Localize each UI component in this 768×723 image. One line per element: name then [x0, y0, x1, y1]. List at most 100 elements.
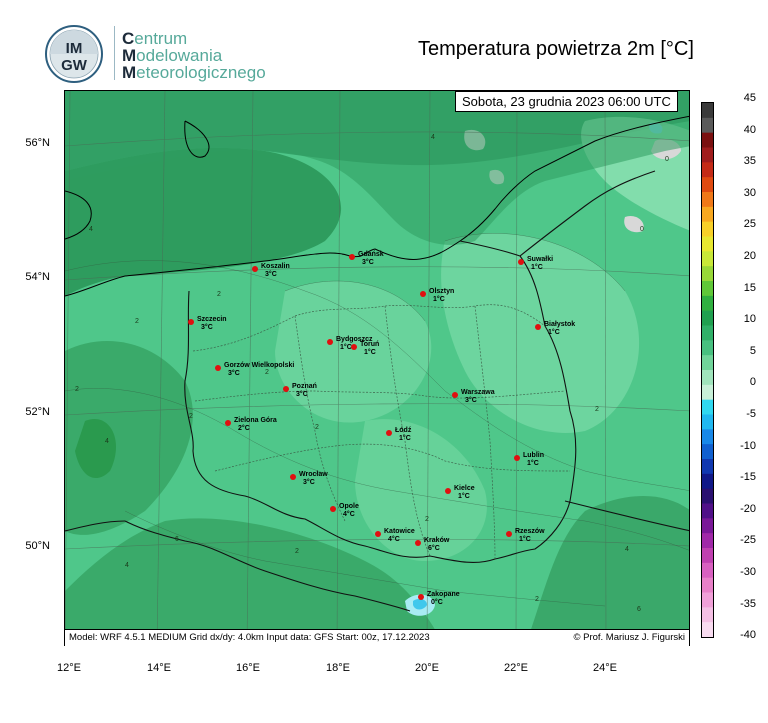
- svg-text:IM: IM: [66, 40, 83, 57]
- city-dot: [349, 254, 355, 260]
- colorbar-swatch: [702, 355, 713, 371]
- temperature-colorbar: [701, 102, 714, 638]
- city-name: Kielce: [454, 485, 475, 492]
- svg-text:4: 4: [125, 562, 129, 569]
- colorbar-swatch: [702, 399, 713, 415]
- city-name: Opole: [339, 503, 359, 510]
- colorbar-swatch: [702, 503, 713, 519]
- city-temp: 3°C: [296, 390, 308, 398]
- lat-label: 54°N: [25, 271, 50, 283]
- svg-text:0: 0: [640, 226, 644, 233]
- colorbar-swatch: [702, 162, 713, 178]
- city-dot: [518, 259, 524, 265]
- svg-text:2: 2: [315, 424, 319, 431]
- colorbar-tick: -30: [740, 566, 756, 578]
- lon-label: 14°E: [147, 662, 171, 674]
- city-name: Wrocław: [299, 471, 328, 478]
- country-borders: [65, 170, 689, 612]
- city-dot: [225, 420, 231, 426]
- colorbar-tick: -15: [740, 471, 756, 484]
- city-name: Białystok: [544, 321, 575, 328]
- city-name: Olsztyn: [429, 288, 454, 295]
- city-dot: [215, 365, 221, 371]
- lon-label: 12°E: [57, 662, 81, 674]
- city-name: Zakopane: [427, 591, 460, 598]
- colorbar-tick: 40: [743, 123, 756, 136]
- colorbar-swatch: [702, 251, 713, 267]
- svg-text:4: 4: [105, 438, 109, 445]
- svg-text:2: 2: [265, 369, 269, 376]
- city-name: Suwałki: [527, 256, 553, 263]
- contour-labels: 4 2 2 2 2 2 0 0 2 2 2 4 4 6 4 6 2 4 2: [75, 134, 669, 613]
- city-dot: [375, 531, 381, 537]
- city-temp: 0°C: [431, 598, 443, 606]
- city-dot: [535, 324, 541, 330]
- colorbar-swatch: [702, 221, 713, 237]
- colorbar-swatch: [702, 622, 713, 637]
- org-name: Centrum Modelowania Meteorologicznego: [122, 29, 266, 82]
- colorbar-swatch: [702, 473, 713, 490]
- svg-text:2: 2: [295, 548, 299, 555]
- city-dot: [283, 386, 289, 392]
- city-dot: [445, 488, 451, 494]
- city-temp: 1°C: [340, 343, 352, 351]
- colorbar-swatch: [702, 533, 713, 549]
- city-dot: [351, 344, 357, 350]
- copyright: © Prof. Mariusz J. Figurski: [573, 632, 685, 643]
- colorbar-swatch: [702, 548, 713, 564]
- lon-label: 24°E: [593, 662, 617, 674]
- city-name: Szczecin: [197, 316, 227, 323]
- city-name: Rzeszów: [515, 528, 545, 535]
- temperature-map: 4 2 2 2 2 2 0 0 2 2 2 4 4 6 4 6 2 4 2 Ko…: [65, 91, 689, 645]
- colorbar-swatch: [702, 132, 713, 148]
- city-temp: 3°C: [303, 478, 315, 486]
- colorbar-tick: -10: [740, 439, 756, 452]
- colorbar-tick: -5: [746, 408, 756, 420]
- colorbar-swatch: [702, 429, 713, 445]
- city-name: Koszalin: [261, 263, 290, 270]
- lon-label: 20°E: [415, 662, 439, 674]
- graticule: [65, 91, 689, 645]
- colorbar-swatch: [702, 370, 713, 386]
- colorbar-tick: 5: [749, 344, 756, 357]
- city-dot: [327, 339, 333, 345]
- city-temp: 1°C: [364, 348, 376, 356]
- model-info: Model: WRF 4.5.1 MEDIUM Grid dx/dy: 4.0k…: [69, 632, 430, 643]
- logo-separator: [114, 26, 115, 80]
- city-temp: 3°C: [201, 323, 213, 331]
- city-name: Bydgoszcz: [336, 336, 373, 343]
- city-temp: 1°C: [527, 459, 539, 467]
- colorbar-swatch: [702, 384, 713, 401]
- colorbar-tick: 45: [743, 92, 756, 104]
- colorbar-swatch: [702, 325, 713, 341]
- colorbar-tick: -35: [740, 597, 756, 610]
- colorbar-swatch: [702, 206, 713, 223]
- imgw-logo: IM GW: [44, 24, 104, 84]
- colorbar-tick: -40: [740, 629, 756, 642]
- colorbar-swatch: [702, 236, 713, 252]
- colorbar-swatch: [702, 177, 713, 193]
- city-temp: 4°C: [343, 510, 355, 518]
- city-dot: [506, 531, 512, 537]
- city-dot: [290, 474, 296, 480]
- map-panel: 4 2 2 2 2 2 0 0 2 2 2 4 4 6 4 6 2 4 2 Ko…: [64, 90, 690, 646]
- colorbar-tick: 15: [743, 281, 756, 294]
- colorbar-tick: 0: [749, 376, 756, 389]
- isotherms: [65, 233, 689, 607]
- city-temp: 1°C: [433, 295, 445, 303]
